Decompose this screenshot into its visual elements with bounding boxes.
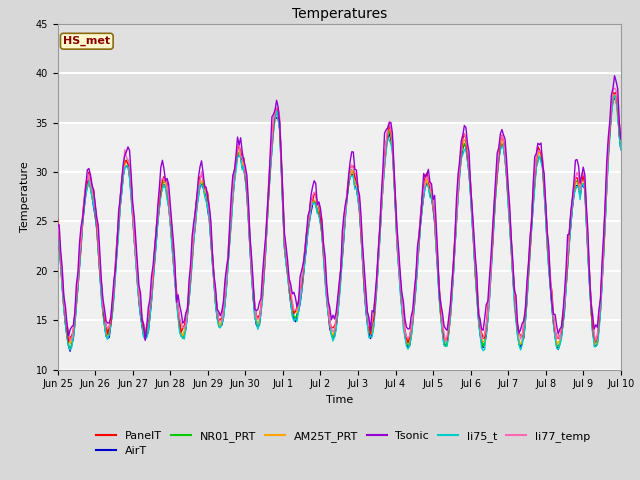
Bar <box>58 24 621 123</box>
X-axis label: Time: Time <box>326 395 353 405</box>
Y-axis label: Temperature: Temperature <box>20 161 30 232</box>
Title: Temperatures: Temperatures <box>292 8 387 22</box>
Legend: PanelT, AirT, NR01_PRT, AM25T_PRT, Tsonic, li75_t, li77_temp: PanelT, AirT, NR01_PRT, AM25T_PRT, Tsoni… <box>92 426 595 461</box>
Text: HS_met: HS_met <box>63 36 110 47</box>
